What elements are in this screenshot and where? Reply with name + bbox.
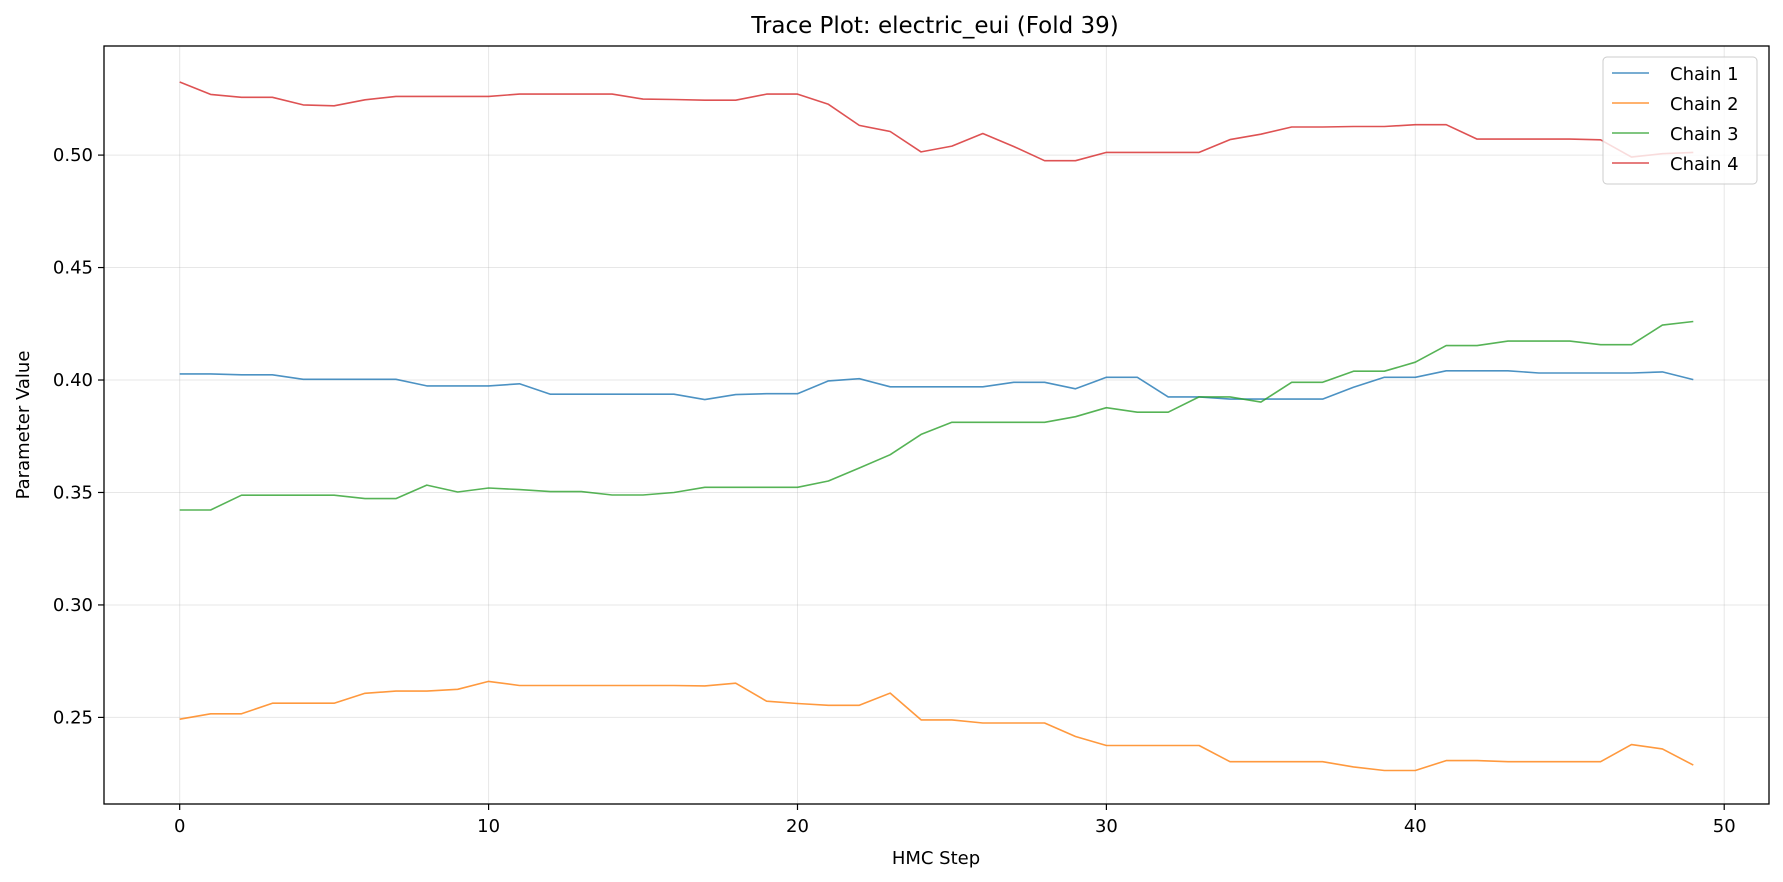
y-axis-label: Parameter Value bbox=[13, 351, 34, 500]
y-axis-ticks: 0.25 0.30 0.35 0.40 0.45 0.50 bbox=[53, 145, 104, 728]
series-line-chain-4 bbox=[179, 81, 1694, 162]
series-lines bbox=[179, 81, 1694, 772]
legend-label: Chain 2 bbox=[1670, 94, 1739, 115]
y-tick-label: 0.45 bbox=[53, 258, 93, 279]
x-axis-ticks: 0 10 20 30 40 50 bbox=[174, 804, 1736, 837]
x-tick-label: 40 bbox=[1404, 816, 1427, 837]
legend-label: Chain 4 bbox=[1670, 154, 1739, 175]
series-line-chain-2 bbox=[179, 680, 1694, 772]
x-tick-label: 0 bbox=[174, 816, 185, 837]
series-line-chain-3 bbox=[179, 320, 1694, 511]
chart-title: Trace Plot: electric_eui (Fold 39) bbox=[750, 13, 1119, 39]
y-tick-label: 0.50 bbox=[53, 145, 93, 166]
legend-box bbox=[1602, 56, 1758, 185]
legend-label: Chain 1 bbox=[1670, 64, 1739, 85]
plot-area-frame bbox=[103, 45, 1770, 805]
x-tick-label: 20 bbox=[786, 816, 809, 837]
legend-label: Chain 3 bbox=[1670, 124, 1739, 145]
y-tick-label: 0.30 bbox=[53, 595, 93, 616]
x-tick-label: 30 bbox=[1095, 816, 1118, 837]
x-tick-label: 10 bbox=[477, 816, 500, 837]
y-tick-label: 0.35 bbox=[53, 482, 93, 503]
legend: Chain 1 Chain 2 Chain 3 Chain 4 bbox=[1602, 56, 1758, 185]
x-tick-label: 50 bbox=[1713, 816, 1736, 837]
series-line-chain-1 bbox=[179, 369, 1694, 401]
x-axis-label: HMC Step bbox=[892, 848, 980, 869]
y-tick-label: 0.25 bbox=[53, 707, 93, 728]
grid bbox=[104, 46, 1769, 804]
y-tick-label: 0.40 bbox=[53, 370, 93, 391]
